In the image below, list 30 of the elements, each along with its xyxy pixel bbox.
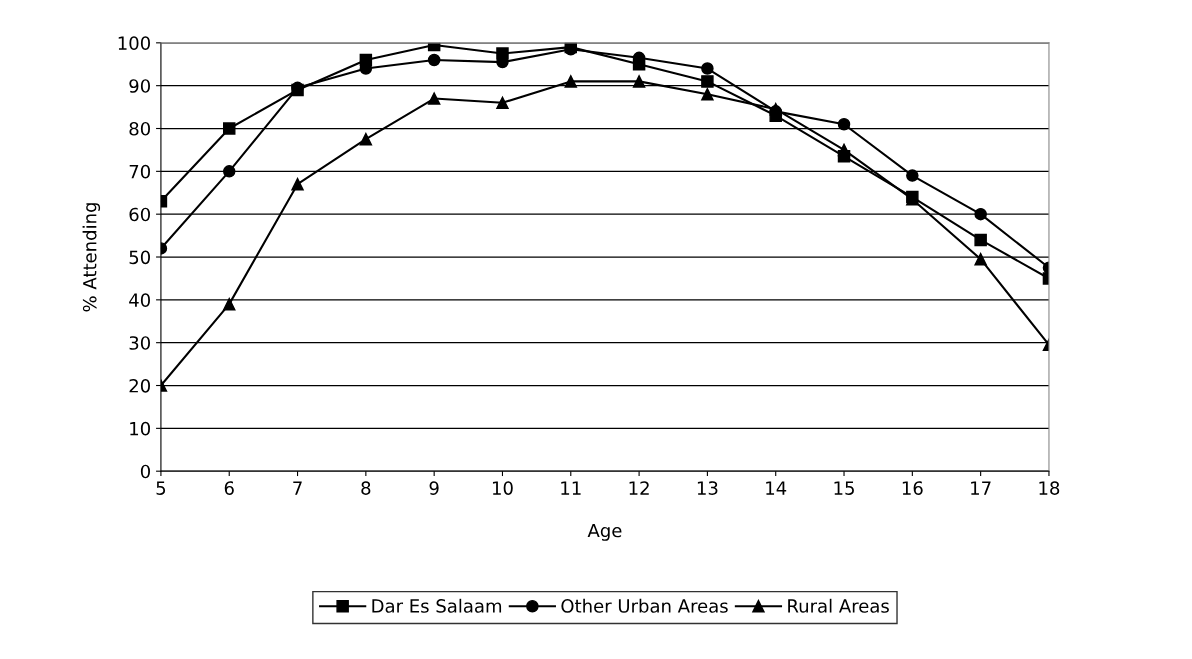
x-tick-label: 17 [971, 481, 991, 495]
y-tick-label: 20 [129, 378, 150, 393]
y-tick-label: 90 [129, 79, 150, 93]
x-tick-label: 18 [1039, 481, 1060, 495]
y-tick-label: 50 [129, 250, 150, 265]
x-tick-label: 14 [766, 481, 787, 495]
legend-label: Other Urban Areas [561, 598, 728, 613]
y-axis-title: % Attending [82, 203, 101, 312]
y-tick-label: 100 [118, 36, 150, 50]
x-tick-label: 15 [834, 481, 854, 495]
x-tick-label: 7 [293, 481, 302, 495]
y-tick-label: 0 [140, 464, 150, 479]
x-tick-label: 5 [156, 481, 166, 495]
x-tick-label: 8 [361, 481, 371, 495]
y-tick-label: 40 [129, 293, 150, 307]
legend-label: Dar Es Salaam [372, 598, 502, 613]
x-tick-label: 9 [429, 481, 439, 495]
x-tick-label: 10 [492, 481, 513, 495]
x-tick-label: 13 [697, 481, 718, 495]
x-axis-title: Age [587, 523, 622, 541]
x-tick-label: 12 [629, 481, 649, 495]
y-tick-label: 30 [129, 336, 150, 350]
x-tick-label: 16 [902, 481, 923, 495]
x-tick-label: 6 [224, 481, 234, 495]
y-tick-label: 60 [129, 207, 150, 222]
legend-label: Rural Areas [788, 598, 889, 613]
x-tick-label: 11 [561, 481, 581, 495]
y-tick-label: 70 [129, 164, 150, 179]
y-tick-label: 80 [129, 121, 150, 136]
y-tick-label: 10 [130, 421, 150, 436]
